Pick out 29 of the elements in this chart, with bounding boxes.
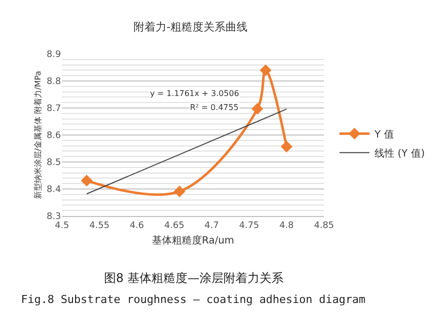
x-tick-label: 4.6 (130, 220, 144, 231)
y-tick-label: 8.7 (46, 104, 61, 114)
point (174, 186, 186, 198)
y-tick-label: 8.3 (46, 212, 61, 222)
x-tick-label: 4.75 (239, 220, 260, 231)
annotation: y = 1.1761x + 3.0506 (150, 89, 240, 98)
y-tick-label: 8.4 (46, 185, 62, 196)
x-tick-label: 4.55 (89, 220, 110, 231)
y-tick-label: 8.6 (46, 131, 62, 142)
point (280, 140, 292, 152)
point (260, 64, 272, 76)
x-tick-label: 4.8 (279, 220, 294, 231)
y-tick-label: 8.5 (46, 158, 61, 168)
x-tick-label: 4.65 (164, 220, 184, 231)
y-axis-title: 新型纳米涂层/金属基体 附着力/MPa (33, 70, 42, 200)
chart-title: 附着力-粗糙度关系曲线 (134, 20, 248, 34)
legend-label: 线性 (Y 值) (374, 148, 425, 160)
x-tick-label: 4.5 (54, 220, 70, 231)
y-tick-label: 8.9 (46, 50, 62, 60)
x-axis-title: 基体粗糙度Ra/um (152, 234, 234, 246)
x-tick-label: 4.7 (204, 220, 219, 231)
x-tick-label: 4.85 (314, 220, 334, 231)
annotation: R² = 0.4755 (190, 103, 239, 112)
point (252, 102, 264, 115)
caption: Fig.8 Substrate roughness — coating adhesion diagram (21, 293, 366, 306)
caption: 图8 基体粗糙度—涂层附着力关系 (104, 271, 284, 285)
point (80, 174, 93, 186)
y-tick-label: 8.8 (46, 77, 62, 88)
legend-label: Y 值 (373, 130, 394, 140)
